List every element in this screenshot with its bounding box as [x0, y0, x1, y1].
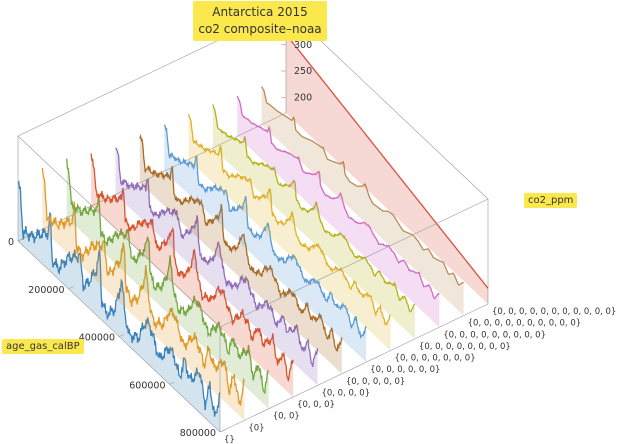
series-line [115, 147, 319, 368]
series-fill [212, 104, 415, 339]
title-box: Antarctica 2015 co2 composite–noaa [193, 1, 327, 41]
series-line [66, 158, 269, 395]
row-label: {0, 0, 0, 0, 0, 0, 0, 0, 0, 0} [468, 319, 582, 329]
series-line [139, 133, 343, 352]
series-fill [139, 136, 342, 374]
row-label: {0, 0, 0, 0, 0, 0, 0, 0} [419, 342, 511, 352]
z-tick-label: 250 [294, 66, 312, 77]
x-tick-label: 200000 [28, 285, 64, 296]
series-line [212, 104, 416, 313]
row-label: {0, 0, 0, 0, 0, 0, 0, 0, 0, 0, 0} [492, 307, 616, 317]
series-fill [42, 168, 245, 421]
z-axis-label: co2_ppm [524, 193, 578, 208]
z-tick-label: 300 [294, 40, 312, 51]
row-label: {} [224, 435, 235, 444]
box-edge [219, 303, 489, 433]
x-tick-mark [118, 334, 125, 337]
row-label: {0, 0} [273, 412, 300, 422]
series-line [90, 153, 294, 382]
x-tick-label: 800000 [180, 428, 216, 439]
x-tick-mark [169, 381, 175, 385]
series-line [261, 86, 464, 286]
series-fill [164, 125, 367, 363]
x-tick-mark [68, 286, 74, 290]
row-labels: {}{0}{0, 0}{0, 0, 0}{0, 0, 0, 0}{0, 0, 0… [224, 307, 616, 444]
series-line [187, 113, 391, 326]
row-label: {0, 0, 0, 0, 0, 0} [370, 365, 440, 375]
chart-subtitle: co2 composite–noaa [198, 22, 322, 36]
series-fill [188, 114, 391, 351]
series-line [285, 33, 489, 289]
x-tick-label: 400000 [79, 333, 115, 344]
series-line [17, 179, 221, 417]
x-axis-label: age_gas_calBP [2, 339, 84, 354]
series-fill [286, 34, 488, 305]
series-group [17, 33, 489, 432]
row-label: {0, 0, 0, 0} [321, 388, 370, 398]
row-label: {0, 0, 0, 0, 0} [346, 377, 405, 387]
series-line [41, 167, 245, 406]
series-fill [66, 158, 269, 409]
box-edge [219, 198, 489, 328]
series-fill [18, 181, 220, 432]
series-fill [261, 86, 464, 316]
series-fill [91, 153, 294, 398]
x-tick-label: 0 [8, 237, 14, 248]
z-tick-label: 200 [294, 92, 312, 103]
x-tick-mark [219, 429, 226, 433]
row-label: {0, 0, 0} [297, 400, 335, 410]
chart-title: Antarctica 2015 [212, 5, 308, 19]
series-line [236, 95, 440, 300]
box-edge [17, 112, 287, 242]
x-axis-ticks: 0 200000 400000 600000 800000 [8, 237, 226, 439]
series-fill [115, 147, 318, 386]
x-tick-mark [17, 238, 24, 242]
row-label: {0} [248, 423, 264, 433]
row-label: {0, 0, 0, 0, 0, 0, 0} [395, 354, 476, 364]
box-edge [17, 135, 221, 328]
row-label: {0, 0, 0, 0, 0, 0, 0, 0, 0} [443, 330, 546, 340]
series-line [163, 124, 367, 339]
x-tick-label: 600000 [129, 380, 165, 391]
